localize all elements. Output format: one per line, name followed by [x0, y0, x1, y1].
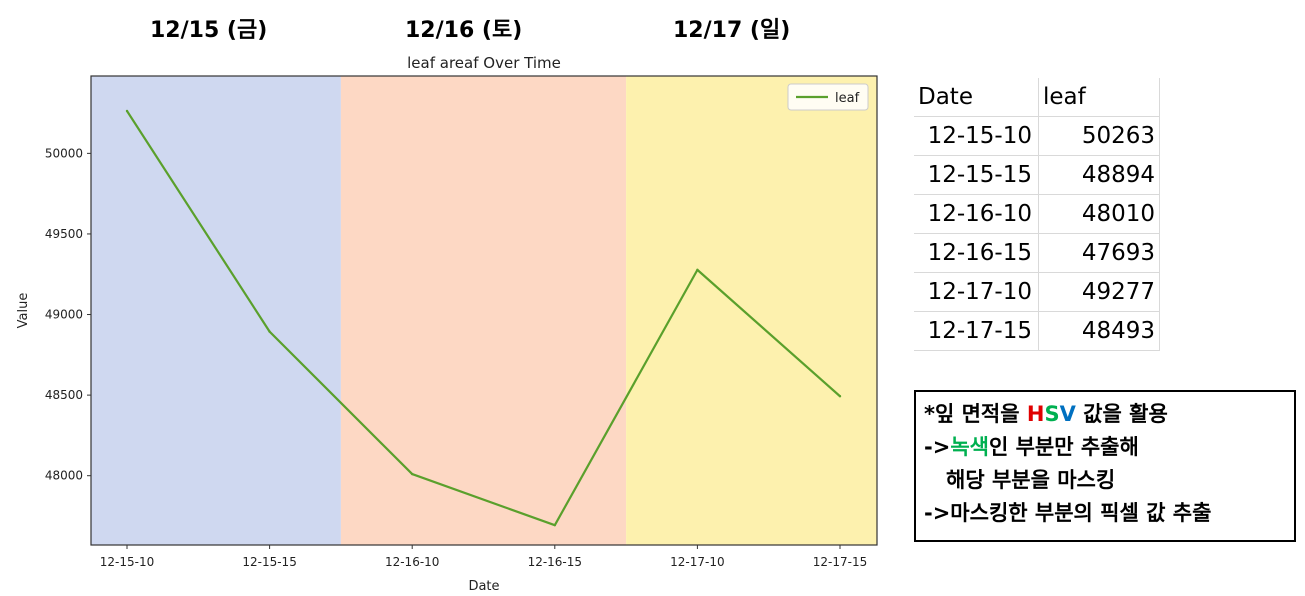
table-row: 12-17-15 48493	[914, 311, 1160, 351]
data-point	[553, 523, 556, 527]
line-chart: leaf areaf Over Time 48000 48500 49000 49500…	[16, 54, 878, 594]
x-tick-label: 12-17-10	[670, 555, 724, 569]
table-cell-value: 50263	[1038, 116, 1160, 156]
note-s-letter: S	[1044, 402, 1060, 426]
table-row: 12-16-10 48010	[914, 194, 1160, 234]
method-note-box: *잎 면적을 HSV 값을 활용 ->녹색인 부분만 추출해 해당 부분을 마스…	[914, 390, 1296, 542]
y-tick-label: 49000	[45, 308, 83, 322]
table-header-date: Date	[914, 78, 1039, 117]
table-cell-value: 47693	[1038, 233, 1160, 273]
note-line-1: *잎 면적을 HSV 값을 활용	[924, 398, 1286, 431]
chart-title: leaf areaf Over Time	[407, 54, 561, 72]
y-tick-label: 50000	[45, 146, 83, 160]
x-axis-label: Date	[468, 579, 499, 594]
day-label-1217: 12/17 (일)	[673, 18, 791, 43]
note-text: 값을 활용	[1075, 402, 1168, 426]
note-text: *잎 면적을	[924, 402, 1027, 426]
legend-label: leaf	[835, 91, 860, 106]
table-cell-value: 48894	[1038, 155, 1160, 195]
plot-frame	[90, 75, 878, 546]
table-row: 12-16-15 47693	[914, 233, 1160, 273]
table-cell-date: 12-16-15	[914, 233, 1039, 273]
x-tick-label: 12-16-10	[385, 555, 439, 569]
table-row: 12-15-15 48894	[914, 155, 1160, 195]
x-tick-label: 12-17-15	[813, 555, 867, 569]
background-band	[626, 76, 877, 545]
note-line-4: ->마스킹한 부분의 픽셀 값 추출	[924, 501, 1212, 525]
note-text: ->	[924, 435, 951, 459]
note-green-word: 녹색	[950, 435, 989, 459]
data-point	[411, 472, 414, 476]
note-h-letter: H	[1026, 402, 1045, 426]
x-tick-label: 12-16-15	[528, 555, 582, 569]
note-line-2: ->녹색인 부분만 추출해	[924, 431, 1286, 464]
data-point	[125, 109, 129, 113]
x-tick-label: 12-15-15	[242, 555, 296, 569]
table-cell-value: 49277	[1038, 272, 1160, 312]
data-table: Date leaf 12-15-10 50263 12-15-15 48894 12…	[914, 78, 1160, 351]
day-label-1216: 12/16 (토)	[405, 18, 523, 43]
x-tick-label: 12-15-10	[100, 555, 154, 569]
y-tick-label: 49500	[45, 227, 83, 241]
table-row: 12-17-10 49277	[914, 272, 1160, 312]
y-tick-label: 48000	[45, 469, 83, 483]
table-cell-date: 12-16-10	[914, 194, 1039, 234]
data-point	[838, 395, 842, 398]
note-text: 인 부분만 추출해	[988, 435, 1139, 459]
note-v-letter: V	[1059, 402, 1076, 426]
background-band	[340, 76, 627, 545]
data-point	[696, 268, 699, 272]
table-cell-date: 12-15-10	[914, 116, 1039, 156]
day-label-1215: 12/15 (금)	[150, 18, 268, 43]
y-tick-label: 48500	[45, 388, 83, 402]
table-header-leaf: leaf	[1038, 78, 1160, 117]
table-cell-date: 12-17-10	[914, 272, 1039, 312]
table-row: 12-15-10 50263	[914, 116, 1160, 156]
data-point	[268, 330, 271, 333]
background-band	[91, 76, 341, 545]
series-line-leaf	[126, 110, 841, 527]
y-axis-label: Value	[16, 293, 31, 329]
note-line-3: 해당 부분을 마스킹	[946, 468, 1116, 492]
table-cell-value: 48493	[1038, 311, 1160, 351]
table-cell-date: 12-15-15	[914, 155, 1039, 195]
table-cell-date: 12-17-15	[914, 311, 1039, 351]
table-cell-value: 48010	[1038, 194, 1160, 234]
table-header-row: Date leaf	[914, 78, 1160, 117]
